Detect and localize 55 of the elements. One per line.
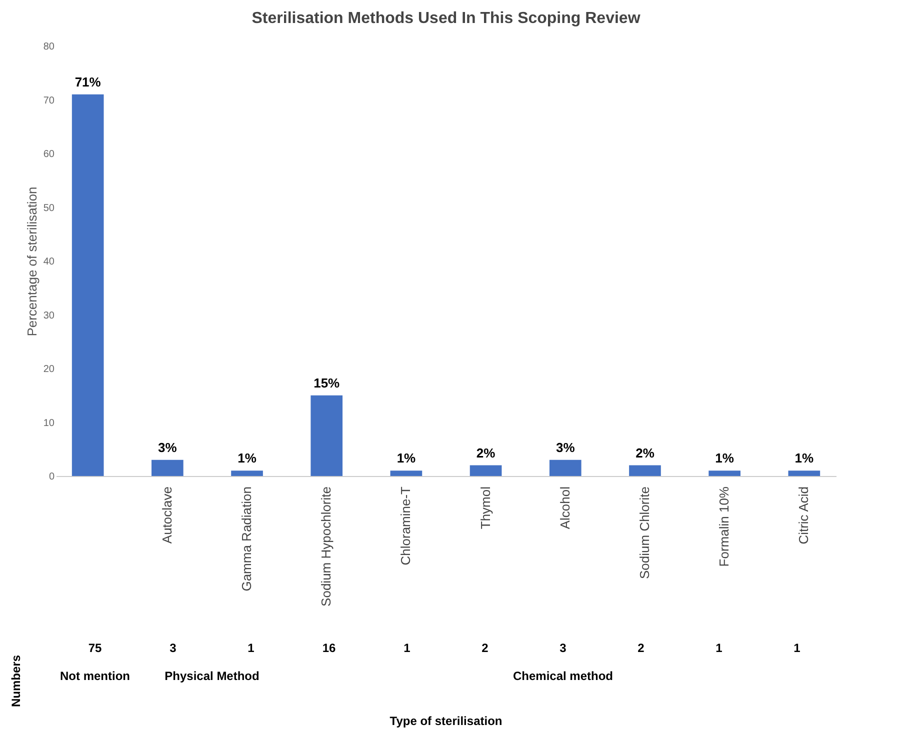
data-label: 1% — [715, 450, 734, 466]
chart-title: Sterilisation Methods Used In This Scoping Review — [252, 10, 641, 27]
y-tick-label: 10 — [43, 418, 55, 429]
bar — [470, 465, 502, 476]
text: 1 — [248, 641, 255, 655]
text: Not mention — [60, 669, 130, 683]
y-tick-label: 50 — [43, 202, 55, 214]
text: 1 — [404, 641, 411, 655]
x-tick-label: Alcohol — [557, 486, 572, 530]
x-tick-label: Autoclave — [159, 486, 174, 544]
x-tick-label: Thymol — [478, 486, 493, 530]
text: Chemical method — [512, 669, 614, 683]
x-tick-label: Sodium Chlorite — [636, 486, 652, 579]
x-tick-label: Citric Acid — [796, 486, 812, 544]
x-tick-label: Chloramine-T — [398, 486, 414, 566]
y-tick-label: 20 — [43, 364, 55, 375]
bar — [72, 94, 104, 476]
data-label: 3% — [556, 440, 576, 455]
y-tick-label: 60 — [43, 149, 55, 160]
text: 2 — [638, 641, 645, 655]
data-label: 2% — [476, 445, 496, 460]
data-label: 2% — [636, 445, 655, 460]
x-tick-label: Formalin 10% — [716, 486, 732, 567]
y-tick-label: 0 — [48, 472, 55, 482]
text: 1 — [794, 641, 801, 655]
bar — [549, 460, 582, 476]
bar — [708, 470, 740, 476]
text: 1 — [716, 641, 723, 655]
y-axis-title: Percentage of sterilisation — [24, 186, 40, 336]
y-tick-label: 30 — [43, 310, 55, 322]
x-tick-label: Sodium Hypochlorite — [318, 486, 334, 606]
text: Type of sterilisation — [390, 714, 502, 728]
y-tick-label: 80 — [43, 42, 55, 52]
bar — [788, 470, 820, 476]
data-label: 1% — [794, 450, 814, 466]
bar — [390, 470, 422, 476]
data-label: 71% — [74, 74, 102, 90]
text: 16 — [322, 641, 336, 655]
x-tick-label: Gamma Radiation — [239, 486, 254, 592]
bar — [231, 470, 263, 476]
text: 75 — [88, 641, 102, 655]
text: 3 — [170, 641, 177, 655]
text: Physical Method — [164, 669, 260, 683]
data-label: 1% — [238, 450, 257, 466]
y-tick-label: 40 — [43, 256, 55, 268]
data-label: 1% — [396, 450, 416, 466]
bar — [629, 465, 661, 476]
y-tick-label: 70 — [43, 95, 55, 106]
text: 3 — [560, 641, 567, 655]
bar — [310, 395, 343, 476]
bar — [152, 460, 184, 476]
data-label: 3% — [158, 440, 178, 455]
text: 2 — [482, 641, 489, 655]
text: Numbers — [9, 654, 23, 708]
data-label: 15% — [314, 375, 340, 390]
